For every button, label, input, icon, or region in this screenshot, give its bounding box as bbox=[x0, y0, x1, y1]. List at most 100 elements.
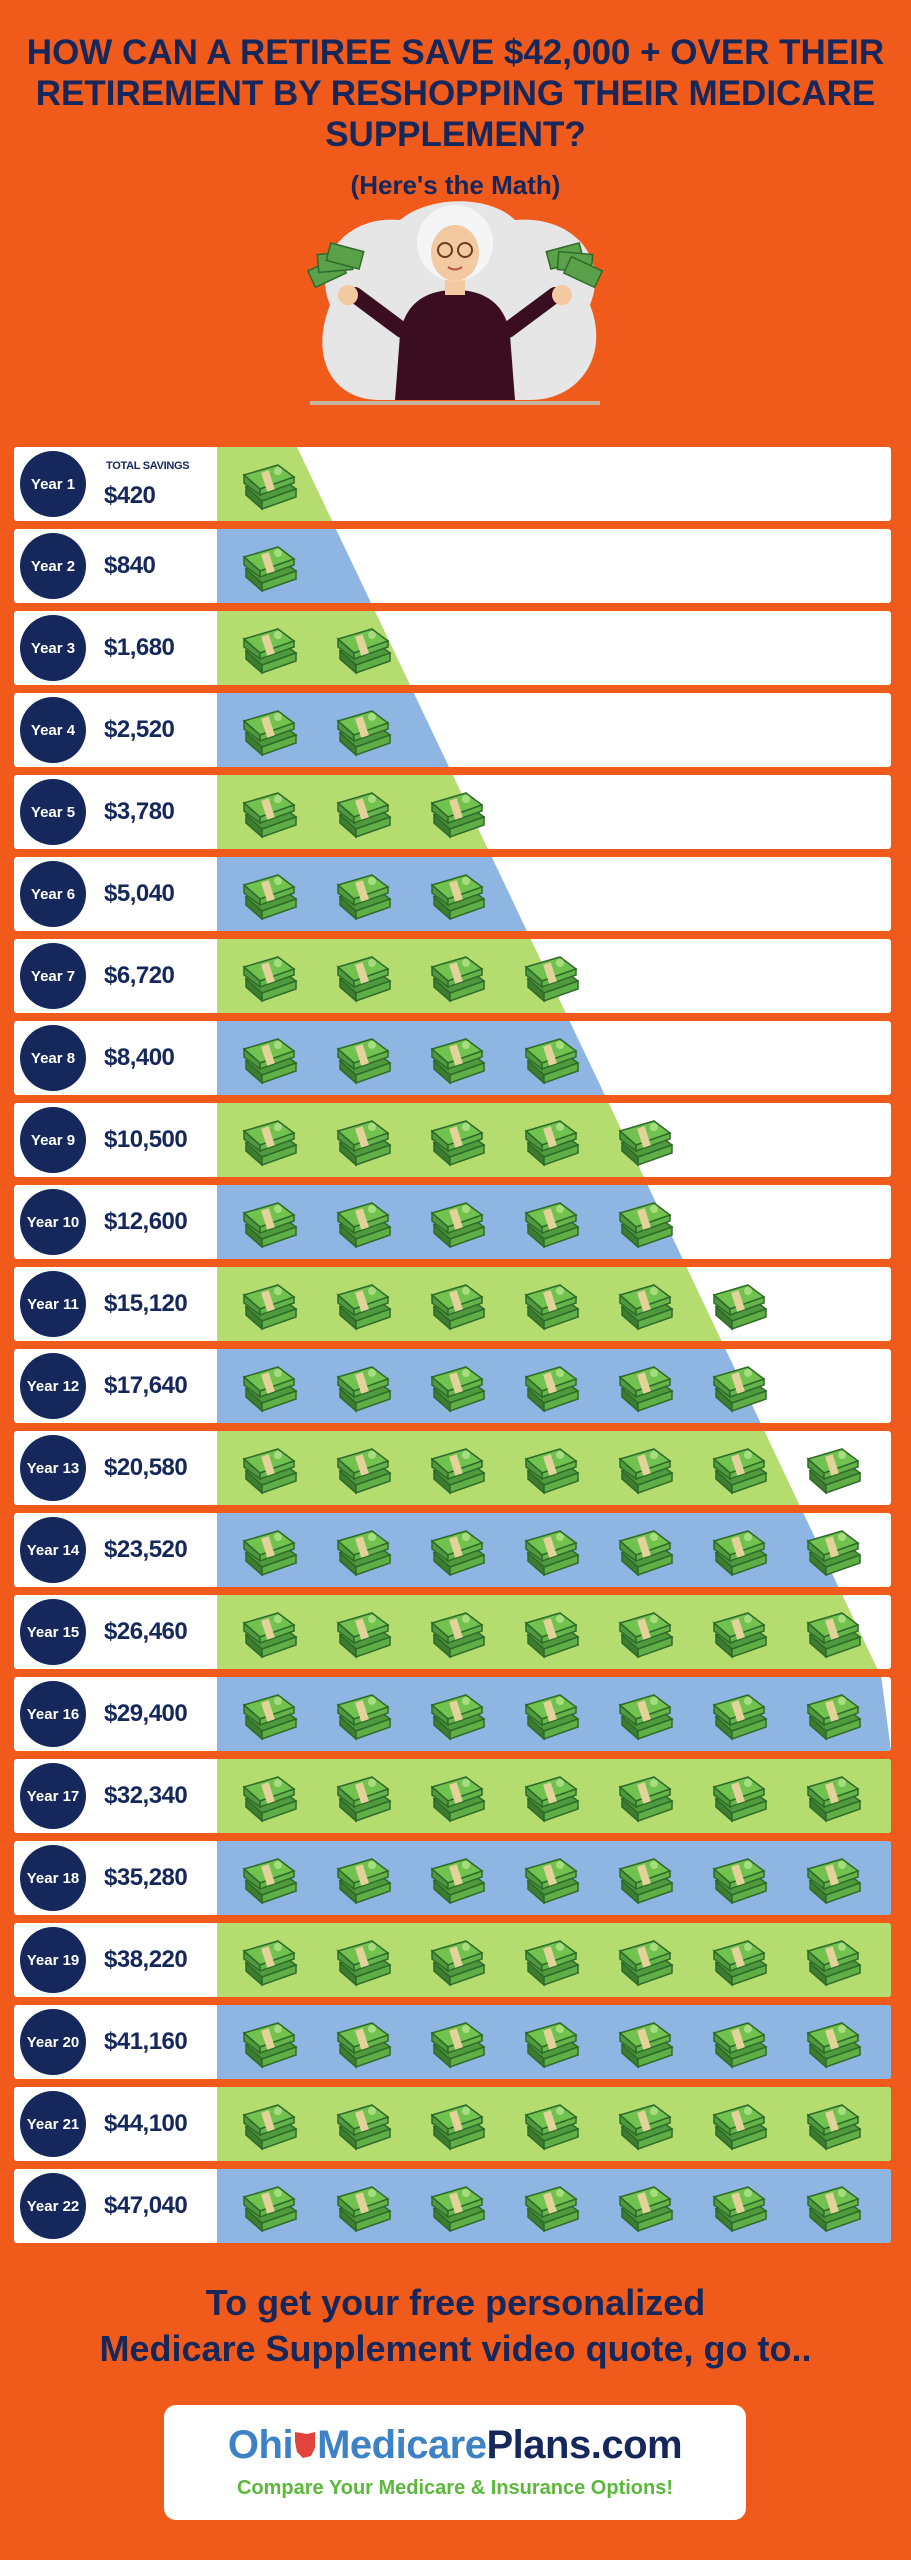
money-stack-icon bbox=[334, 1769, 394, 1825]
money-stack-icon bbox=[334, 1195, 394, 1251]
total-savings-amount: $12,600 bbox=[104, 1208, 188, 1235]
call-to-action: To get your free personalized Medicare S… bbox=[0, 2280, 911, 2372]
money-stacks bbox=[240, 539, 334, 595]
total-savings-amount: $26,460 bbox=[104, 1618, 188, 1645]
total-savings-amount: $44,100 bbox=[104, 2110, 188, 2137]
total-savings-amount: $38,220 bbox=[104, 1946, 188, 1973]
year-badge: Year 18 bbox=[20, 1845, 86, 1911]
money-stack-icon bbox=[522, 1195, 582, 1251]
year-badge: Year 3 bbox=[20, 615, 86, 681]
money-stack-icon bbox=[710, 1687, 770, 1743]
money-stack-icon bbox=[616, 2179, 676, 2235]
cta-line-2: Medicare Supplement video quote, go to.. bbox=[99, 2328, 812, 2369]
money-stack-icon bbox=[616, 1605, 676, 1661]
money-stack-icon bbox=[804, 1851, 864, 1907]
total-savings-amount: $420 bbox=[104, 482, 156, 509]
money-stack-icon bbox=[616, 1441, 676, 1497]
money-stack-icon bbox=[804, 1523, 864, 1579]
money-stack-icon bbox=[616, 1195, 676, 1251]
money-stack-icon bbox=[710, 1605, 770, 1661]
money-stacks bbox=[240, 785, 522, 841]
money-stack-icon bbox=[522, 1523, 582, 1579]
year-row: Year 8 $8,400 bbox=[14, 1021, 891, 1095]
infographic-title: HOW CAN A RETIREE SAVE $42,000 + OVER TH… bbox=[26, 33, 885, 154]
total-savings-amount: $2,520 bbox=[104, 716, 175, 743]
year-badge: Year 15 bbox=[20, 1599, 86, 1665]
money-stacks bbox=[240, 1441, 891, 1497]
total-savings-amount: $8,400 bbox=[104, 1044, 175, 1071]
money-stacks bbox=[240, 1113, 710, 1169]
money-stack-icon bbox=[334, 1441, 394, 1497]
retiree-illustration bbox=[306, 201, 604, 405]
money-stack-icon bbox=[804, 2015, 864, 2071]
ohio-medicare-plans-logo[interactable]: Ohi MedicarePlans.com Compare Your Medica… bbox=[164, 2405, 746, 2520]
money-stack-icon bbox=[428, 2179, 488, 2235]
money-stack-icon bbox=[616, 1769, 676, 1825]
logo-part-2: Medicare bbox=[317, 2423, 487, 2467]
money-stack-icon bbox=[428, 867, 488, 923]
money-stack-icon bbox=[428, 1441, 488, 1497]
money-stack-icon bbox=[522, 1441, 582, 1497]
year-row: Year 7 $6,720 bbox=[14, 939, 891, 1013]
money-stack-icon bbox=[710, 1769, 770, 1825]
money-stack-icon bbox=[240, 1195, 300, 1251]
money-stack-icon bbox=[428, 1113, 488, 1169]
money-stack-icon bbox=[710, 2097, 770, 2153]
infographic-subtitle: (Here's the Math) bbox=[350, 170, 561, 200]
money-stacks bbox=[240, 1523, 891, 1579]
total-savings-amount: $32,340 bbox=[104, 1782, 188, 1809]
money-stack-icon bbox=[240, 1441, 300, 1497]
money-stack-icon bbox=[428, 949, 488, 1005]
year-row: Year 17 $32,340 bbox=[14, 1759, 891, 1833]
money-stack-icon bbox=[710, 2015, 770, 2071]
money-stack-icon bbox=[428, 2097, 488, 2153]
money-stack-icon bbox=[616, 1523, 676, 1579]
year-row: Year 22 $47,040 bbox=[14, 2169, 891, 2243]
money-stack-icon bbox=[240, 2015, 300, 2071]
total-savings-amount: $3,780 bbox=[104, 798, 175, 825]
logo-tagline: Compare Your Medicare & Insurance Option… bbox=[236, 2477, 674, 2499]
money-stack-icon bbox=[522, 1687, 582, 1743]
money-stacks bbox=[240, 2015, 891, 2071]
money-stack-icon bbox=[428, 1851, 488, 1907]
money-stack-icon bbox=[240, 785, 300, 841]
money-stacks bbox=[240, 949, 616, 1005]
year-row: Year 10 $12,600 bbox=[14, 1185, 891, 1259]
money-stack-icon bbox=[522, 949, 582, 1005]
money-stack-icon bbox=[428, 1277, 488, 1333]
money-stack-icon bbox=[710, 2179, 770, 2235]
year-row: Year 11 $15,120 bbox=[14, 1267, 891, 1341]
savings-band bbox=[217, 939, 566, 1013]
money-stack-icon bbox=[334, 1851, 394, 1907]
money-stack-icon bbox=[616, 1359, 676, 1415]
money-stack-icon bbox=[428, 785, 488, 841]
money-stack-icon bbox=[616, 1687, 676, 1743]
year-badge: Year 8 bbox=[20, 1025, 86, 1091]
year-badge: Year 1 bbox=[20, 451, 86, 517]
year-row: Year 18 $35,280 bbox=[14, 1841, 891, 1915]
total-savings-amount: $47,040 bbox=[104, 2192, 188, 2219]
money-stack-icon bbox=[428, 1031, 488, 1087]
money-stack-icon bbox=[616, 1933, 676, 1989]
total-savings-amount: $29,400 bbox=[104, 1700, 188, 1727]
money-stack-icon bbox=[240, 2097, 300, 2153]
total-savings-amount: $15,120 bbox=[104, 1290, 188, 1317]
money-stack-icon bbox=[334, 867, 394, 923]
money-stack-icon bbox=[240, 1031, 300, 1087]
money-stack-icon bbox=[804, 1933, 864, 1989]
money-stack-icon bbox=[334, 1605, 394, 1661]
money-stacks bbox=[240, 1851, 891, 1907]
year-row: Year 15 $26,460 bbox=[14, 1595, 891, 1669]
total-savings-amount: $840 bbox=[104, 552, 156, 579]
total-savings-amount: $10,500 bbox=[104, 1126, 188, 1153]
money-stack-icon bbox=[428, 1195, 488, 1251]
money-stack-icon bbox=[240, 867, 300, 923]
logo-wordmark: Ohi MedicarePlans.com bbox=[164, 2423, 746, 2468]
money-stack-icon bbox=[616, 2097, 676, 2153]
year-badge: Year 5 bbox=[20, 779, 86, 845]
money-stack-icon bbox=[240, 1769, 300, 1825]
savings-band bbox=[217, 1021, 605, 1095]
money-stack-icon bbox=[522, 1359, 582, 1415]
year-badge: Year 21 bbox=[20, 2091, 86, 2157]
year-row: Year 2 $840 bbox=[14, 529, 891, 603]
